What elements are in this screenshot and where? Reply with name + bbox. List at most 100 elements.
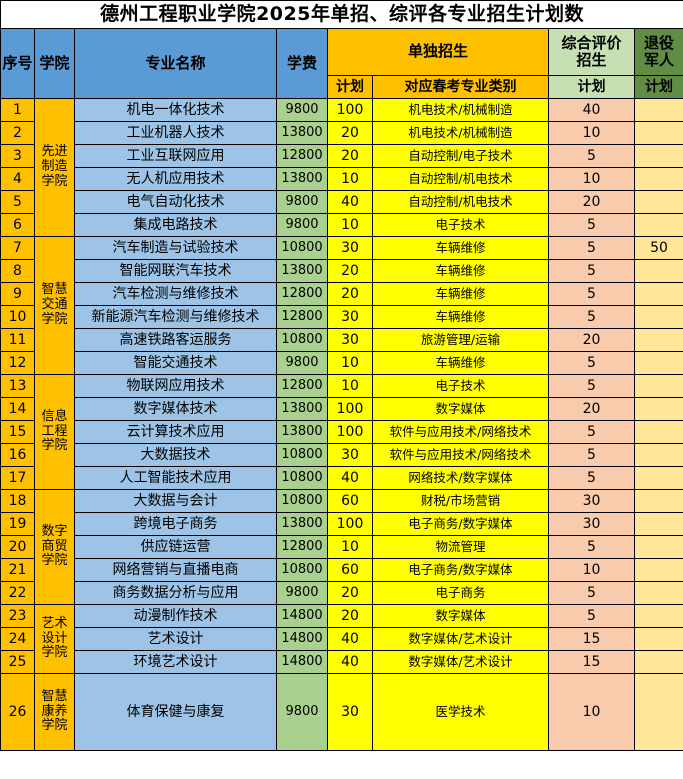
cell-major: 汽车制造与试验技术	[74, 236, 277, 260]
cell-major: 跨境电子商务	[74, 512, 277, 536]
cell-veteran-plan	[633, 489, 683, 513]
table-row: 4 无人机应用技术 13800 10 自动控制/机电技术 10	[0, 167, 683, 191]
cell-category: 网络技术/数字媒体	[372, 466, 549, 490]
cell-comp-plan: 5	[548, 259, 635, 283]
cell-comp-plan: 20	[548, 190, 635, 214]
cell-category: 物流管理	[372, 535, 549, 559]
cell-veteran-plan	[633, 190, 683, 214]
cell-major: 智能交通技术	[74, 351, 277, 375]
cell-major: 工业互联网应用	[74, 144, 277, 168]
cell-single-plan: 100	[327, 420, 373, 444]
cell-no: 25	[0, 650, 35, 674]
cell-comp-plan: 10	[548, 167, 635, 191]
cell-category: 电子商务	[372, 581, 549, 605]
cell-veteran-plan	[633, 328, 683, 352]
cell-comp-plan: 5	[548, 535, 635, 559]
cell-no: 22	[0, 581, 35, 605]
cell-veteran-plan	[633, 627, 683, 651]
cell-category: 自动控制/机电技术	[372, 190, 549, 214]
cell-single-plan: 20	[327, 581, 373, 605]
cell-major: 云计算技术应用	[74, 420, 277, 444]
cell-single-plan: 20	[327, 282, 373, 306]
cell-single-plan: 40	[327, 627, 373, 651]
header-veteran: 退役 军人	[633, 28, 683, 76]
header-single-plan: 计划	[327, 75, 373, 99]
cell-major: 机电一体化技术	[74, 98, 277, 122]
cell-single-plan: 40	[327, 650, 373, 674]
cell-comp-plan: 10	[548, 673, 635, 751]
cell-single-plan: 30	[327, 305, 373, 329]
cell-single-plan: 20	[327, 604, 373, 628]
cell-no: 8	[0, 259, 35, 283]
cell-major: 动漫制作技术	[74, 604, 277, 628]
header-no: 序号	[0, 28, 35, 99]
cell-no: 26	[0, 673, 35, 751]
cell-tuition: 9800	[276, 213, 328, 237]
cell-no: 2	[0, 121, 35, 145]
cell-tuition: 14800	[276, 627, 328, 651]
cell-veteran-plan	[633, 581, 683, 605]
cell-category: 车辆维修	[372, 305, 549, 329]
cell-tuition: 9800	[276, 351, 328, 375]
cell-college: 先进 制造 学院	[34, 98, 75, 237]
cell-tuition: 12800	[276, 535, 328, 559]
cell-single-plan: 30	[327, 328, 373, 352]
cell-no: 3	[0, 144, 35, 168]
table-row: 14 数字媒体技术 13800 100 数字媒体 20	[0, 397, 683, 421]
cell-no: 13	[0, 374, 35, 398]
cell-comp-plan: 40	[548, 98, 635, 122]
table-row: 19 跨境电子商务 13800 100 电子商务/数字媒体 30	[0, 512, 683, 536]
cell-veteran-plan	[633, 535, 683, 559]
cell-single-plan: 40	[327, 466, 373, 490]
cell-single-plan: 60	[327, 489, 373, 513]
cell-comp-plan: 5	[548, 443, 635, 467]
cell-no: 12	[0, 351, 35, 375]
cell-comp-plan: 30	[548, 512, 635, 536]
table-row: 23 艺术 设计 学院 动漫制作技术 14800 20 数字媒体 5	[0, 604, 683, 674]
cell-tuition: 10800	[276, 489, 328, 513]
table-row: 9 汽车检测与维修技术 12800 20 车辆维修 5	[0, 282, 683, 306]
table-row: 26 智慧 康养 学院 体育保健与康复 9800 30 医学技术 10	[0, 673, 683, 751]
cell-no: 20	[0, 535, 35, 559]
cell-no: 6	[0, 213, 35, 237]
cell-major: 集成电路技术	[74, 213, 277, 237]
table-row: 8 智能网联汽车技术 13800 20 车辆维修 5	[0, 259, 683, 283]
cell-no: 18	[0, 489, 35, 513]
cell-comp-plan: 5	[548, 305, 635, 329]
cell-category: 电子商务/数字媒体	[372, 558, 549, 582]
cell-no: 11	[0, 328, 35, 352]
cell-major: 物联网应用技术	[74, 374, 277, 398]
cell-category: 机电技术/机械制造	[372, 121, 549, 145]
cell-tuition: 13800	[276, 420, 328, 444]
cell-category: 车辆维修	[372, 351, 549, 375]
cell-single-plan: 100	[327, 397, 373, 421]
cell-no: 1	[0, 98, 35, 122]
cell-comp-plan: 5	[548, 351, 635, 375]
cell-comp-plan: 10	[548, 121, 635, 145]
cell-tuition: 10800	[276, 236, 328, 260]
cell-comp-plan: 20	[548, 328, 635, 352]
cell-category: 财税/市场营销	[372, 489, 549, 513]
cell-comp-plan: 20	[548, 397, 635, 421]
cell-category: 电子技术	[372, 374, 549, 398]
cell-no: 4	[0, 167, 35, 191]
cell-tuition: 14800	[276, 604, 328, 628]
cell-category: 车辆维修	[372, 259, 549, 283]
table-row: 21 网络营销与直播电商 10800 60 电子商务/数字媒体 10	[0, 558, 683, 582]
cell-comp-plan: 5	[548, 282, 635, 306]
cell-single-plan: 100	[327, 512, 373, 536]
cell-veteran-plan	[633, 420, 683, 444]
cell-category: 数字媒体	[372, 604, 549, 628]
cell-tuition: 9800	[276, 581, 328, 605]
cell-major: 无人机应用技术	[74, 167, 277, 191]
cell-category: 数字媒体	[372, 397, 549, 421]
cell-major: 体育保健与康复	[74, 673, 277, 751]
cell-tuition: 12800	[276, 144, 328, 168]
table-row: 16 大数据技术 10800 30 软件与应用技术/网络技术 5	[0, 443, 683, 467]
cell-tuition: 10800	[276, 328, 328, 352]
cell-category: 数字媒体/艺术设计	[372, 627, 549, 651]
cell-major: 大数据技术	[74, 443, 277, 467]
cell-category: 自动控制/机电技术	[372, 167, 549, 191]
cell-category: 旅游管理/运输	[372, 328, 549, 352]
